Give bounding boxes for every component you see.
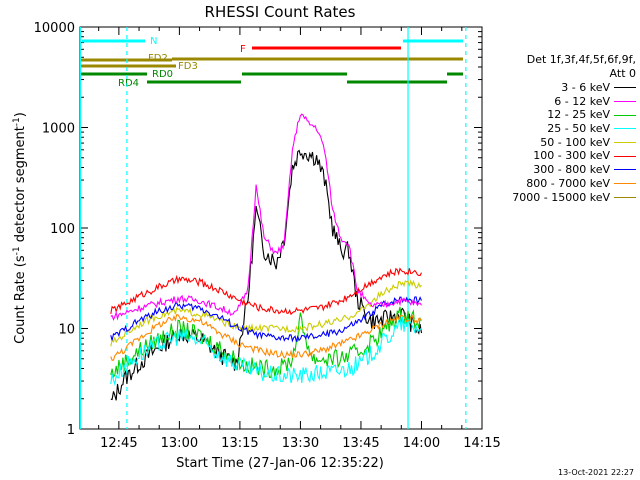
legend-swatch <box>614 142 636 144</box>
legend-item-label: 7000 - 15000 keV <box>512 190 610 204</box>
legend-item: 800 - 7000 keV <box>486 177 636 191</box>
y-axis-label: Count Rate (s-1 detector segment-1) <box>12 112 28 344</box>
legend-swatch <box>614 183 636 185</box>
series-line-12-25-keV <box>110 306 422 379</box>
legend-item: 6 - 12 keV <box>486 95 636 109</box>
timestamp: 13-Oct-2021 22:27 <box>558 468 634 477</box>
x-tick-label: 13:15 <box>221 436 258 451</box>
x-axis: 12:45 13:00 13:15 13:30 13:45 14:00 14:15 <box>98 27 501 451</box>
legend-item: 7000 - 15000 keV <box>486 191 636 205</box>
series-line-50-100-keV <box>110 279 422 347</box>
legend-swatch <box>614 169 636 171</box>
legend-item-label: 12 - 25 keV <box>547 108 610 122</box>
y-tick-label: 100 <box>50 222 75 237</box>
legend-item-label: 50 - 100 keV <box>540 135 610 149</box>
legend-swatch <box>614 114 636 116</box>
legend-swatch <box>614 87 636 89</box>
chart-title: RHESSI Count Rates <box>205 3 356 21</box>
state-bar-label: RD0 <box>152 69 173 80</box>
y-tick-label: 10000 <box>34 21 75 36</box>
legend-swatch <box>614 101 636 103</box>
state-bars: N FD2 F FD3 RD0 RD4 <box>80 36 463 89</box>
series-line-6-12-keV <box>110 113 422 321</box>
legend-item: 12 - 25 keV <box>486 108 636 122</box>
legend-item: 25 - 50 keV <box>486 122 636 136</box>
legend-item: 3 - 6 keV <box>486 81 636 95</box>
series-line-800-7000-keV <box>110 313 422 361</box>
vertical-markers <box>79 27 467 429</box>
state-bar-label: N <box>150 36 157 47</box>
x-tick-label: 13:30 <box>282 436 319 451</box>
legend-item: 100 - 300 keV <box>486 149 636 163</box>
y-label-main: Count Rate (s <box>13 255 28 344</box>
y-label-sup: -1 <box>12 246 22 255</box>
x-tick-label: 13:00 <box>161 436 198 451</box>
legend-item-label: 800 - 7000 keV <box>526 176 610 190</box>
legend-item: 300 - 800 keV <box>486 163 636 177</box>
state-bar-label: F <box>240 44 246 55</box>
legend-item-label: 300 - 800 keV <box>533 163 610 177</box>
state-bar-label: FD3 <box>178 61 198 72</box>
legend-item: 50 - 100 keV <box>486 136 636 150</box>
series-line-25-50-keV <box>110 316 422 387</box>
state-bar-label: FD2 <box>148 53 168 64</box>
legend-title-line-1: Det 1f,3f,4f,5f,6f,9f, <box>526 53 636 66</box>
y-label-mid: detector segment <box>13 126 28 246</box>
x-tick-label: 13:45 <box>342 436 379 451</box>
series-line-3-6-keV <box>110 149 423 401</box>
legend-item-label: 25 - 50 keV <box>547 122 610 136</box>
y-label-sup2: -1 <box>12 117 22 126</box>
x-axis-label: Start Time (27-Jan-06 12:35:22) <box>176 456 384 471</box>
y-label-end: ) <box>13 112 28 117</box>
legend-swatch <box>614 155 636 157</box>
series-group <box>110 113 423 401</box>
legend-swatch <box>614 128 636 130</box>
x-tick-label: 12:45 <box>100 436 137 451</box>
legend-item-label: 3 - 6 keV <box>561 81 610 94</box>
series-line-100-300-keV <box>110 267 422 316</box>
legend: Det 1f,3f,4f,5f,6f,9f, Att 0 3 - 6 keV 6 … <box>486 53 636 204</box>
legend-swatch <box>614 196 636 198</box>
y-axis: 1 10 100 1000 10000 <box>34 21 482 438</box>
legend-item-label: 100 - 300 keV <box>533 149 610 163</box>
state-bar-label: RD4 <box>118 78 139 89</box>
legend-rows: 3 - 6 keV 6 - 12 keV 12 - 25 keV 25 - 50 ke… <box>486 81 636 204</box>
series-line-300-800-keV <box>110 296 422 343</box>
y-tick-label: 10 <box>58 323 75 338</box>
y-tick-label: 1000 <box>42 122 75 137</box>
legend-item-label: 6 - 12 keV <box>554 94 610 108</box>
y-tick-label: 1 <box>67 423 75 438</box>
x-tick-label: 14:00 <box>403 436 440 451</box>
x-tick-label: 14:15 <box>463 436 500 451</box>
legend-title-line-2: Att 0 <box>609 67 636 80</box>
